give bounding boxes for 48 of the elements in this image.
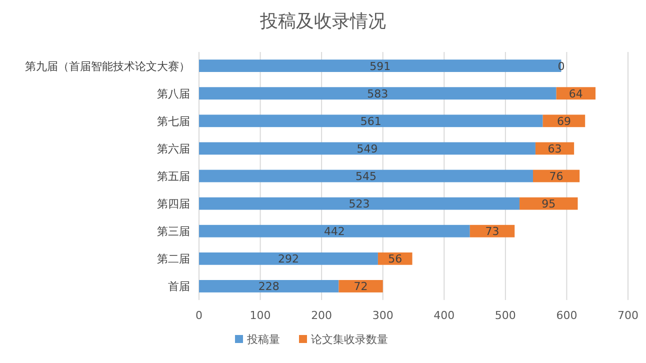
- x-tick-label: 100: [250, 309, 271, 322]
- data-label: 292: [278, 252, 299, 266]
- y-tick-label: 第五届: [157, 170, 190, 183]
- y-tick-label: 第四届: [157, 198, 190, 211]
- bar: [199, 197, 520, 210]
- data-label: 583: [367, 87, 388, 100]
- bar: [199, 142, 536, 155]
- data-label: 523: [348, 198, 370, 211]
- bar: [199, 280, 339, 292]
- x-tick-label: 600: [556, 309, 578, 322]
- bar: [199, 87, 556, 100]
- bar: [470, 224, 515, 238]
- bar: [199, 252, 378, 265]
- data-label: 228: [258, 280, 280, 294]
- bar: [199, 224, 470, 238]
- x-tick-label: 300: [372, 309, 394, 322]
- data-label: 72: [354, 280, 368, 294]
- x-tick-label: 700: [618, 309, 638, 322]
- data-label: 549: [356, 142, 378, 156]
- legend-label: 论文集收录数量: [311, 333, 388, 346]
- data-label: 442: [324, 225, 345, 238]
- bar: [199, 114, 543, 128]
- x-tick-label: 400: [434, 309, 455, 322]
- x-tick-label: 200: [311, 309, 332, 322]
- data-label: 69: [556, 114, 571, 128]
- data-label: 56: [388, 252, 402, 266]
- y-tick-label: 第三届: [157, 225, 190, 238]
- y-tick-label: 第八届: [157, 87, 190, 100]
- x-tick-label: 500: [494, 309, 516, 322]
- data-label: 561: [360, 114, 382, 128]
- data-label: 63: [548, 142, 562, 156]
- y-tick-label: 第九届（首届智能技术论文大赛）: [25, 60, 190, 73]
- bar: [199, 170, 534, 182]
- y-tick-label: 第七届: [157, 114, 190, 128]
- y-tick-label: 第六届: [157, 142, 190, 156]
- data-label: 95: [542, 198, 556, 211]
- legend-label: 投稿量: [246, 333, 280, 346]
- y-tick-label: 第二届: [157, 252, 190, 266]
- data-label: 73: [485, 225, 500, 238]
- data-label: 591: [370, 60, 391, 73]
- y-tick-label: 首届: [168, 280, 190, 294]
- chart-title: 投稿及收录情况: [259, 11, 386, 32]
- bar: [520, 197, 578, 210]
- data-label: 545: [356, 170, 377, 183]
- data-label: 64: [568, 87, 583, 100]
- x-tick-label: 0: [196, 309, 202, 322]
- data-label: 76: [549, 170, 564, 183]
- bar: [338, 280, 383, 292]
